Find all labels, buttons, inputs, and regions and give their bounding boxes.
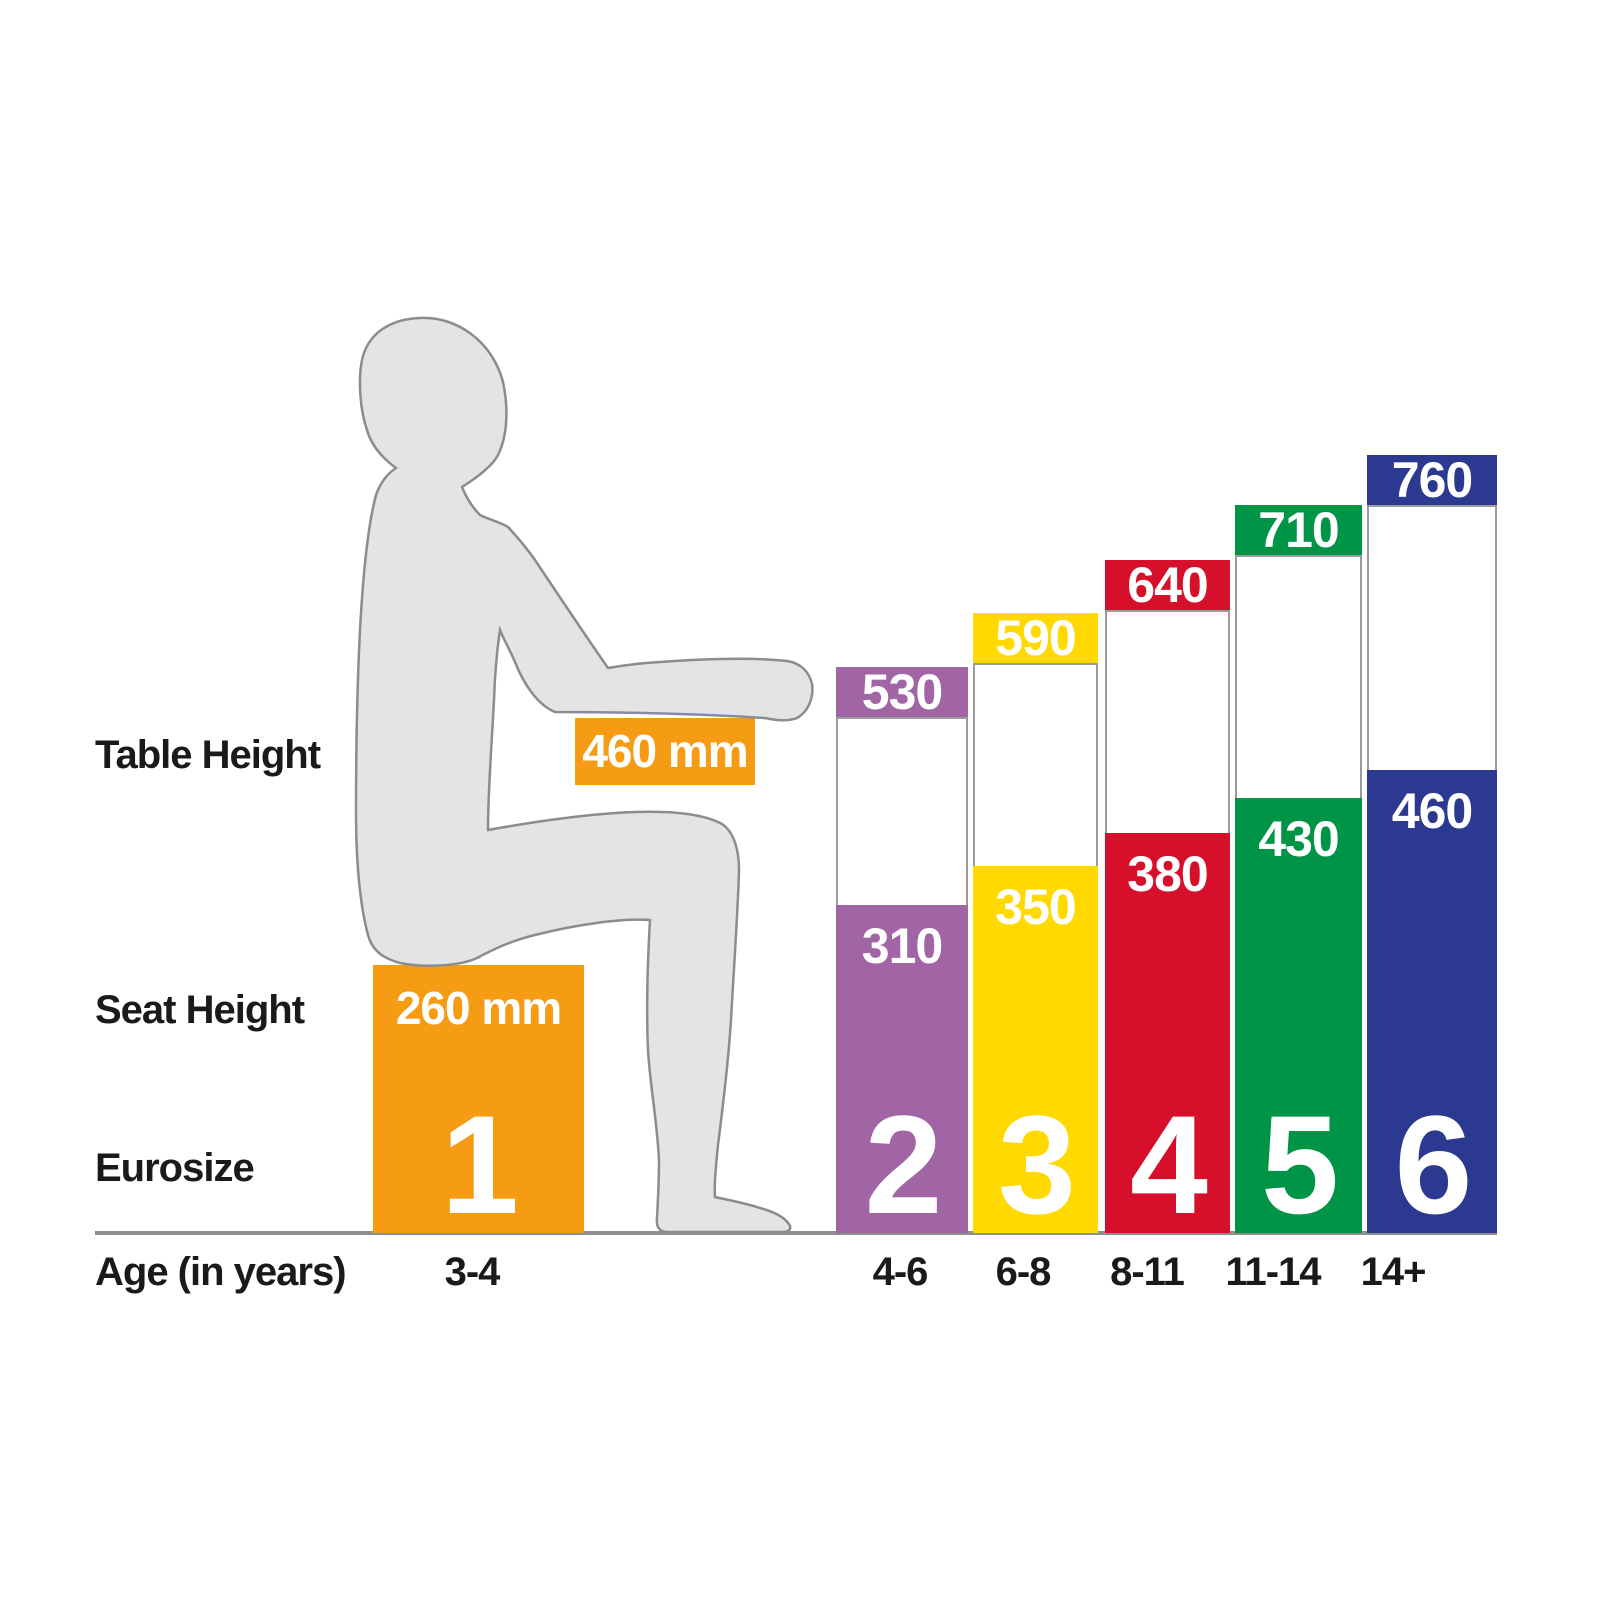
table-height-value: 710 — [1258, 502, 1339, 558]
column-white-gap — [1367, 505, 1497, 770]
column-white-gap — [973, 663, 1098, 866]
column-white-gap — [1235, 555, 1362, 798]
size1-eurosize-number: 1 — [441, 1085, 519, 1243]
table-height-cap-size6: 760 — [1367, 452, 1497, 508]
seat-height-value: 460 — [1391, 783, 1473, 839]
size1-table-height-box: 460 mm — [575, 718, 755, 785]
age-label: 14+ — [1360, 1250, 1427, 1294]
age-label: 8-11 — [1110, 1250, 1185, 1294]
age-label-size1: 3-4 — [444, 1250, 501, 1294]
table-height-cap-size2: 530 — [836, 664, 968, 720]
table-height-cap-size4: 640 — [1105, 557, 1230, 613]
row-label-eurosize: Eurosize — [95, 1146, 255, 1190]
table-height-value: 640 — [1127, 557, 1208, 613]
age-label: 11-14 — [1225, 1250, 1321, 1294]
seat-column-size3: 350 3 — [973, 866, 1098, 1243]
seat-height-value: 310 — [861, 918, 943, 974]
seat-height-value: 430 — [1258, 811, 1339, 867]
seat-column-size6: 460 6 — [1367, 770, 1497, 1243]
row-label-seat-height: Seat Height — [95, 988, 305, 1032]
seat-column-size5: 430 5 — [1235, 798, 1362, 1243]
column-white-gap — [836, 717, 968, 905]
table-height-cap-size5: 710 — [1235, 502, 1362, 558]
eurosize-number: 3 — [998, 1085, 1076, 1243]
row-label-table-height: Table Height — [95, 733, 321, 777]
row-label-age: Age (in years) — [95, 1250, 347, 1294]
seat-height-value: 380 — [1127, 846, 1208, 902]
table-height-value: 760 — [1391, 452, 1473, 508]
eurosize-number: 2 — [864, 1085, 943, 1243]
age-label: 4-6 — [872, 1250, 929, 1294]
age-label: 6-8 — [995, 1250, 1052, 1294]
table-height-value: 590 — [995, 610, 1076, 666]
seat-height-value: 350 — [995, 879, 1076, 935]
size1-seat-height-value: 260 mm — [395, 982, 562, 1034]
table-height-cap-size3: 590 — [973, 610, 1098, 666]
seat-column-size4: 380 4 — [1105, 833, 1230, 1243]
size1-seat-box: 260 mm 1 — [373, 965, 584, 1243]
eurosize-number: 5 — [1261, 1085, 1339, 1243]
table-height-value: 530 — [861, 664, 943, 720]
column-white-gap — [1105, 610, 1230, 833]
seat-column-size2: 310 2 — [836, 905, 968, 1243]
eurosize-number: 4 — [1130, 1085, 1208, 1243]
eurosize-number: 6 — [1394, 1085, 1473, 1243]
size1-table-height-value: 460 mm — [582, 724, 748, 777]
